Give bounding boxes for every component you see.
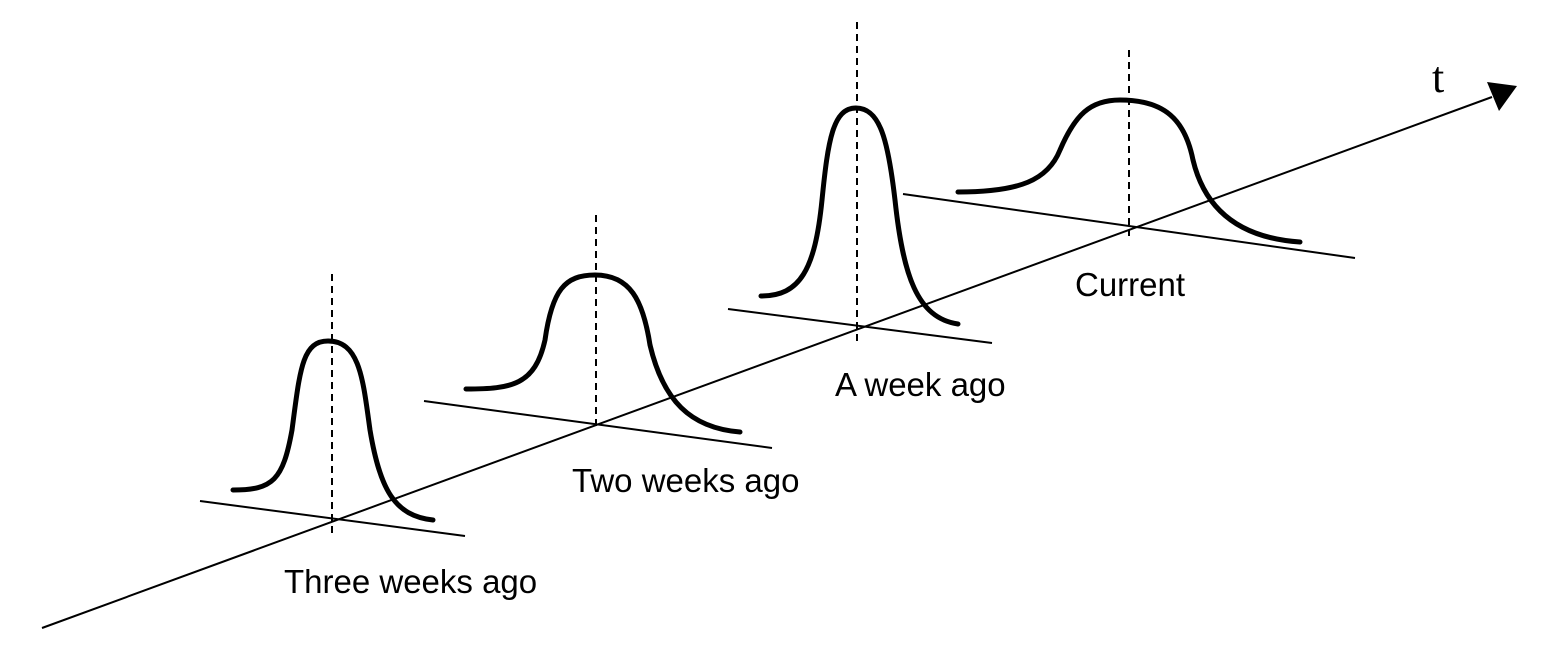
snapshot-baseline: [902, 193, 1356, 259]
distribution-curve: [758, 105, 961, 327]
snapshot-label: Two weeks ago: [572, 462, 799, 499]
time-axis-label: t: [1432, 53, 1444, 102]
snapshot-label: Three weeks ago: [284, 563, 537, 600]
distribution-curve: [230, 338, 436, 523]
snapshot-a-week-ago: A week ago: [727, 22, 1006, 403]
snapshot-label: A week ago: [835, 366, 1006, 403]
time-axis-line: [41, 96, 1493, 629]
snapshot-current: Current: [902, 50, 1356, 303]
snapshot-baseline: [727, 308, 993, 344]
snapshot-two-weeks-ago: Two weeks ago: [423, 215, 799, 499]
distribution-curve: [955, 97, 1303, 245]
distribution-curve: [463, 272, 743, 435]
time-axis-arrowhead: [1487, 82, 1517, 111]
snapshot-three-weeks-ago: Three weeks ago: [199, 274, 537, 600]
snapshot-label: Current: [1075, 266, 1185, 303]
snapshot-baseline: [423, 400, 773, 449]
